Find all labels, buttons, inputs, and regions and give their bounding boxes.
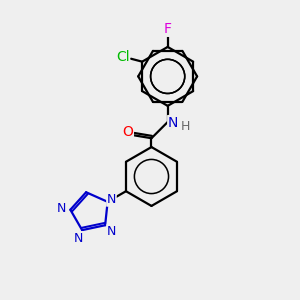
- Text: H: H: [181, 120, 190, 133]
- Text: F: F: [164, 22, 172, 36]
- Text: Cl: Cl: [116, 50, 130, 64]
- Text: N: N: [107, 193, 116, 206]
- Text: N: N: [74, 232, 83, 245]
- Text: O: O: [122, 125, 134, 139]
- Text: N: N: [168, 116, 178, 130]
- Text: N: N: [107, 225, 116, 238]
- Text: N: N: [57, 202, 66, 215]
